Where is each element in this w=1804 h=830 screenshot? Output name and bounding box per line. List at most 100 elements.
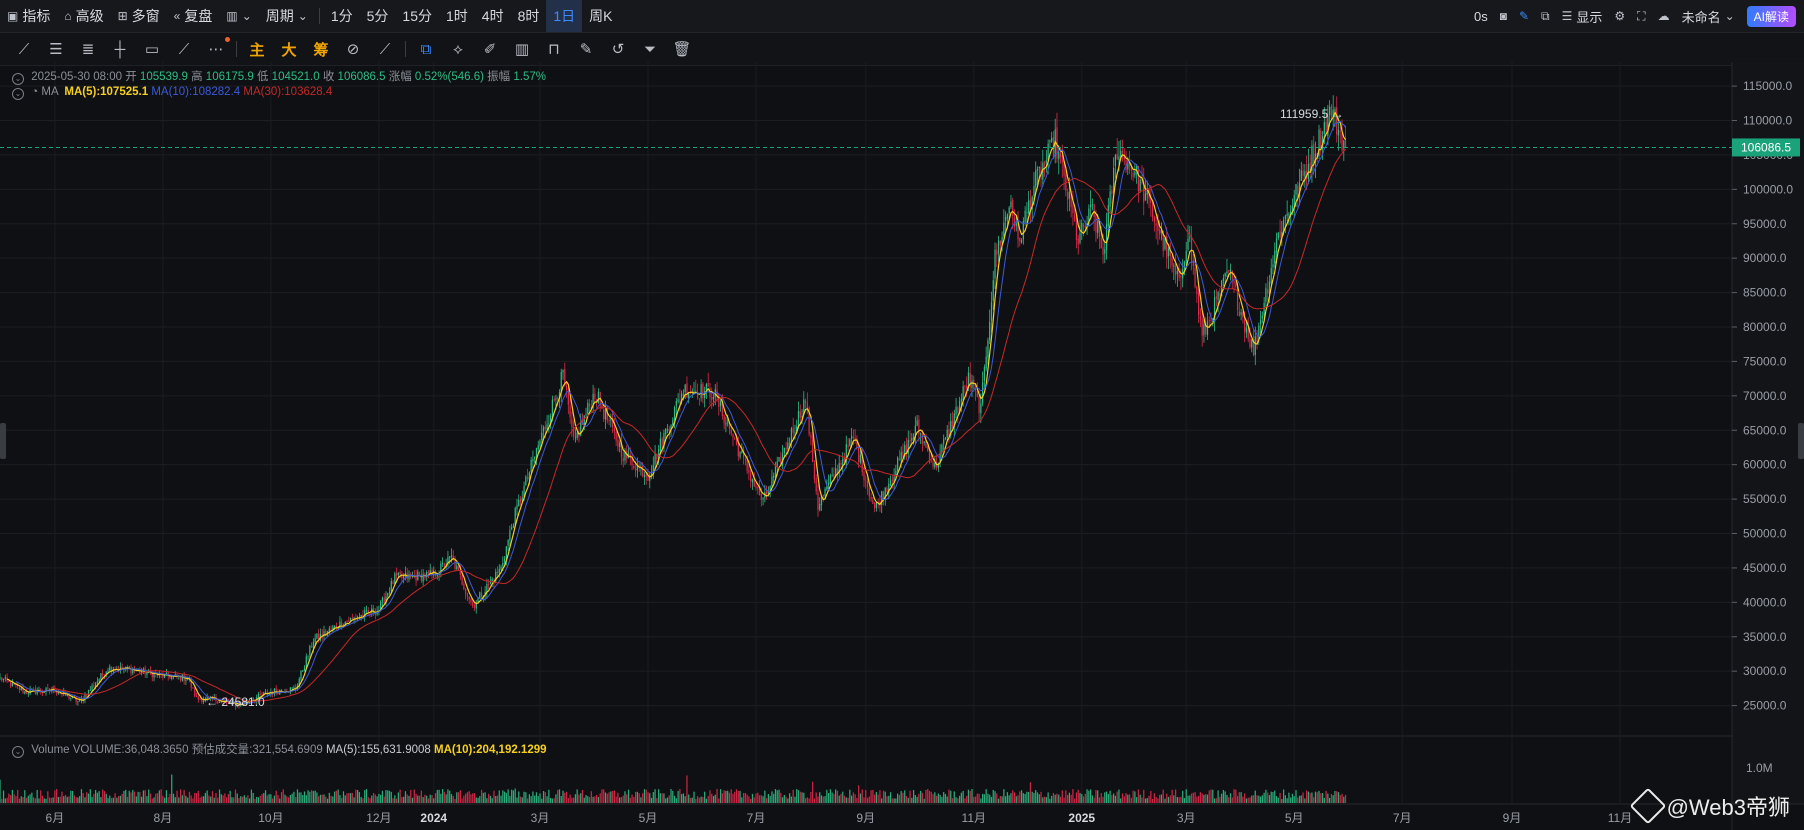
volume-bar <box>484 792 486 803</box>
volume-bar <box>231 797 233 803</box>
popout-button[interactable]: ⧉ <box>1535 0 1556 32</box>
pen-tool[interactable]: ✐ <box>474 33 506 65</box>
candle-body <box>512 525 515 528</box>
volume-bar <box>810 791 812 803</box>
candle-body <box>369 612 371 614</box>
ai-interpret-button[interactable]: AI解读 <box>1746 5 1796 27</box>
volume-bar <box>1006 792 1009 803</box>
candle-body <box>1279 231 1281 238</box>
volume-bar <box>233 797 235 803</box>
account-dropdown[interactable]: 未命名 ⌄ <box>1676 0 1741 32</box>
chip-tool[interactable]: 筹 <box>313 41 329 59</box>
volume-bar <box>118 796 120 803</box>
candle-body <box>943 439 945 444</box>
volume-bar <box>29 794 31 803</box>
brush-tool[interactable]: ⟋ <box>168 33 200 65</box>
indicator-button[interactable]: ▣ 指标 <box>0 0 57 32</box>
display-button[interactable]: ☰ 显示 <box>1556 0 1609 32</box>
left-collapse-handle[interactable] <box>0 423 6 459</box>
horizontal-line-tool[interactable]: ┼ <box>104 33 136 65</box>
lock-tool[interactable]: ⊓ <box>538 33 570 65</box>
candle-body <box>314 638 316 643</box>
candle-body <box>523 485 525 497</box>
candle-body <box>723 415 725 424</box>
candle-body <box>760 494 762 501</box>
volume-bar <box>125 789 127 803</box>
candle-body <box>509 530 511 541</box>
settings-button[interactable]: ⚙ <box>1608 0 1631 32</box>
trendline-tool[interactable]: ⟋ <box>8 33 40 65</box>
volume-bar <box>996 793 998 803</box>
candle-body <box>751 479 754 483</box>
candle-type-button[interactable]: ▥ ⌄ <box>219 0 258 32</box>
candle-body <box>470 598 472 602</box>
candle-body <box>686 383 688 398</box>
draw-mode-button[interactable]: ✎ <box>1513 0 1535 32</box>
ruler-tool[interactable]: ⟡ <box>442 33 474 65</box>
candle-body <box>654 452 656 465</box>
collapse-icon[interactable]: ⌄ <box>12 88 24 100</box>
rectangle-tool[interactable]: ▭ <box>136 33 168 65</box>
advanced-button[interactable]: ⌂ 高级 <box>57 0 110 32</box>
volume-bar <box>581 790 584 803</box>
delete-tool[interactable]: 🗑 <box>666 33 698 65</box>
candle-body <box>1162 230 1164 251</box>
period-4h[interactable]: 4时 <box>481 8 504 24</box>
bell-icon[interactable]: ◔ <box>31 86 39 98</box>
candle-body <box>746 459 748 471</box>
screenshot-button[interactable]: ◙ <box>1494 0 1513 32</box>
volume-bar <box>1190 793 1193 803</box>
volume-bar <box>1236 796 1239 803</box>
volume-bar <box>135 796 137 803</box>
main-force-tool[interactable]: 主 <box>249 41 265 59</box>
volume-bar <box>116 797 118 803</box>
candle-body <box>70 698 72 700</box>
more-tools-button[interactable]: ⋯ <box>200 33 232 65</box>
time-axis[interactable]: 6月 8月 10月 12月 2024 3月 5月 7月 9月 11月 2025 3月 5月 7月 9月 11月 <box>0 803 1804 825</box>
volume-bar <box>498 790 500 803</box>
candle-body <box>164 674 166 678</box>
candle-body <box>1051 137 1053 142</box>
price-axis[interactable]: 25000.030000.035000.040000.045000.050000… <box>1731 62 1804 830</box>
volume-bar <box>149 793 152 803</box>
period-1min[interactable]: 1分 <box>330 8 353 24</box>
volume-bar <box>194 792 196 803</box>
volume-bar <box>711 793 713 803</box>
cloud-icon-button[interactable]: ☁ <box>1652 0 1676 32</box>
filter-tool[interactable]: ⏷ <box>634 33 666 65</box>
magnet-tool[interactable]: ⟋ <box>369 33 401 65</box>
multi-window-button[interactable]: ⊞ 多窗 <box>111 0 167 32</box>
right-collapse-handle[interactable] <box>1798 423 1804 459</box>
fib-tool[interactable]: ≣ <box>72 33 104 65</box>
volume-bar <box>542 791 545 803</box>
replay-button[interactable]: « 复盘 <box>167 0 220 32</box>
period-1w[interactable]: 周K <box>589 8 613 24</box>
candle-body <box>1210 319 1212 321</box>
volume-bar <box>110 798 113 803</box>
candle-body <box>43 691 45 693</box>
period-dropdown[interactable]: 周期 ⌄ <box>259 0 315 32</box>
multi-window-label: 多窗 <box>131 8 160 24</box>
volume-bar <box>629 797 631 803</box>
period-15min[interactable]: 15分 <box>402 8 432 24</box>
volume-bar <box>1137 789 1140 803</box>
copy-tool[interactable]: ⧉ <box>410 33 442 65</box>
period-1d[interactable]: 1日 <box>546 0 583 32</box>
edit-tool[interactable]: ✎ <box>570 33 602 65</box>
compare-tool[interactable]: ▥ <box>506 33 538 65</box>
period-1h[interactable]: 1时 <box>445 8 468 24</box>
volume-bar <box>418 795 421 803</box>
volume-bar <box>291 793 293 803</box>
volume-bar <box>427 798 430 803</box>
period-5min[interactable]: 5分 <box>366 8 389 24</box>
collapse-icon[interactable]: ⌄ <box>12 73 24 85</box>
price-alert-tool[interactable]: ⊘ <box>337 33 369 65</box>
period-8h[interactable]: 8时 <box>517 8 540 24</box>
sync-tool[interactable]: ↺ <box>602 33 634 65</box>
fullscreen-button[interactable]: ⛶ <box>1631 0 1651 32</box>
collapse-icon[interactable]: ⌄ <box>12 746 24 758</box>
big-order-tool[interactable]: 大 <box>281 41 297 59</box>
volume-bar <box>1256 795 1258 803</box>
parallel-channel-tool[interactable]: ☰ <box>40 33 72 65</box>
